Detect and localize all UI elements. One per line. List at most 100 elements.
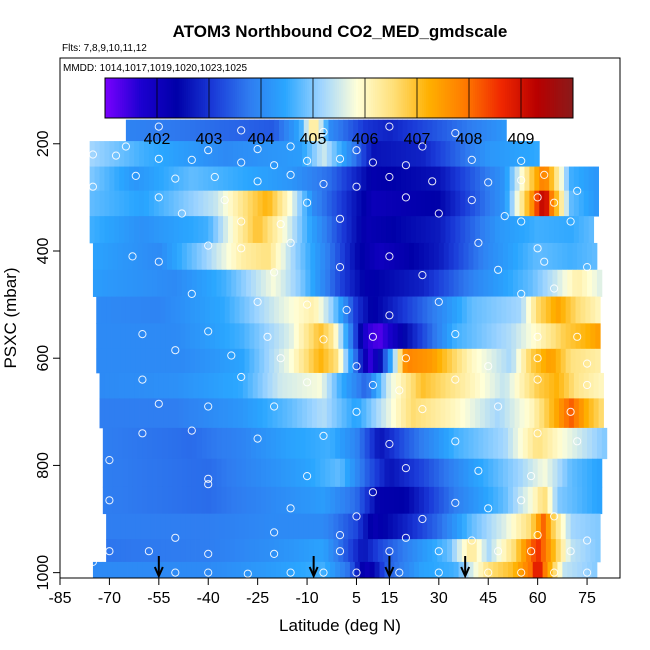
heatmap-cell — [483, 242, 489, 271]
heatmap-cell — [157, 458, 163, 488]
sample-marker — [395, 386, 404, 395]
heatmap-cell — [119, 141, 125, 167]
heatmap-cell — [471, 348, 478, 374]
heatmap-cell — [129, 216, 135, 244]
heatmap-cell — [489, 372, 496, 399]
heatmap-cell — [547, 242, 553, 271]
sample-marker — [517, 496, 526, 505]
colorbar-swatch — [366, 78, 370, 118]
heatmap-cell — [137, 561, 143, 579]
heatmap-cell — [96, 323, 102, 350]
heatmap-cell — [341, 372, 347, 399]
colorbar-swatch — [183, 78, 187, 118]
heatmap-cell — [519, 216, 525, 244]
heatmap-cell — [145, 296, 151, 324]
colorbar-swatch — [304, 78, 308, 118]
heatmap-cell — [491, 296, 497, 324]
heatmap-cell — [379, 561, 385, 579]
sample-marker — [187, 155, 196, 164]
heatmap-cell — [119, 372, 125, 399]
heatmap-cell — [440, 141, 446, 167]
sample-marker — [484, 178, 493, 187]
heatmap-cell — [419, 561, 425, 579]
heatmap-cell — [415, 141, 422, 167]
heatmap-cell — [186, 458, 193, 488]
heatmap-cell — [232, 216, 239, 244]
colorbar-swatch — [551, 78, 555, 118]
heatmap-cell — [465, 190, 471, 217]
heatmap-cell — [564, 216, 570, 244]
heatmap-cell — [358, 119, 364, 142]
heatmap-cell — [519, 141, 525, 167]
heatmap-cell — [484, 216, 491, 244]
heatmap-cell — [237, 166, 244, 192]
sample-marker — [303, 198, 312, 207]
heatmap-cell — [524, 216, 530, 244]
heatmap-cell — [112, 458, 119, 488]
sample-marker — [566, 547, 575, 556]
heatmap-cell — [559, 372, 565, 399]
heatmap-cell — [226, 427, 232, 460]
heatmap-cell — [112, 561, 119, 579]
colorbar-swatch — [175, 78, 178, 118]
heatmap-cell — [452, 348, 458, 374]
heatmap-cell — [386, 190, 392, 217]
heatmap-cell — [181, 242, 188, 271]
heatmap-cell — [560, 323, 567, 350]
heatmap-cell — [134, 372, 140, 399]
heatmap-cell — [514, 372, 520, 399]
colorbar-swatch — [509, 78, 512, 118]
heatmap-cell — [203, 372, 209, 399]
heatmap-cell — [514, 141, 520, 167]
heatmap-cell — [99, 141, 105, 167]
heatmap-cell — [140, 323, 147, 350]
heatmap-cell — [493, 269, 499, 297]
heatmap-cell — [531, 513, 537, 540]
heatmap-cell — [340, 561, 346, 579]
heatmap-cell — [252, 141, 259, 167]
heatmap-cell — [552, 561, 558, 579]
heatmap-cell — [89, 216, 95, 244]
heatmap-cell — [188, 166, 194, 192]
heatmap-cell — [140, 513, 147, 540]
heatmap-cell — [592, 269, 598, 297]
heatmap-cell — [572, 269, 578, 297]
heatmap-cell — [484, 190, 491, 217]
heatmap-cell — [363, 348, 369, 374]
heatmap-cell — [392, 513, 399, 540]
sample-marker — [204, 241, 213, 250]
heatmap-cell — [312, 190, 318, 217]
heatmap-cell — [303, 323, 310, 350]
heatmap-cell — [102, 561, 109, 579]
sample-marker — [253, 297, 262, 306]
heatmap-cell — [158, 216, 165, 244]
heatmap-cell — [424, 561, 430, 579]
heatmap-cell — [165, 119, 171, 142]
heatmap-cell — [435, 398, 441, 429]
heatmap-cell — [290, 486, 296, 515]
heatmap-cell — [409, 427, 415, 460]
heatmap-cell — [241, 269, 247, 297]
heatmap-cell — [340, 242, 346, 271]
heatmap-cell — [206, 427, 212, 460]
heatmap-cell — [435, 166, 441, 192]
heatmap-cell — [231, 486, 237, 515]
sample-marker — [204, 474, 213, 483]
sample-marker — [401, 464, 410, 473]
heatmap-cell — [292, 216, 298, 244]
sample-marker — [187, 426, 196, 435]
heatmap-cell — [307, 190, 313, 217]
heatmap-cell — [499, 166, 506, 192]
heatmap-cell — [104, 190, 110, 217]
heatmap-cell — [412, 323, 418, 350]
colorbar-tick-label: 408 — [456, 131, 483, 148]
heatmap-cell — [284, 323, 290, 350]
heatmap-cell — [272, 166, 278, 192]
heatmap-cell — [428, 486, 435, 515]
colorbar-swatch — [262, 78, 266, 118]
heatmap-cell — [195, 539, 201, 563]
heatmap-cell — [354, 269, 361, 297]
heatmap-cell — [163, 190, 170, 217]
heatmap-cell — [486, 323, 492, 350]
heatmap-cell — [475, 166, 481, 192]
